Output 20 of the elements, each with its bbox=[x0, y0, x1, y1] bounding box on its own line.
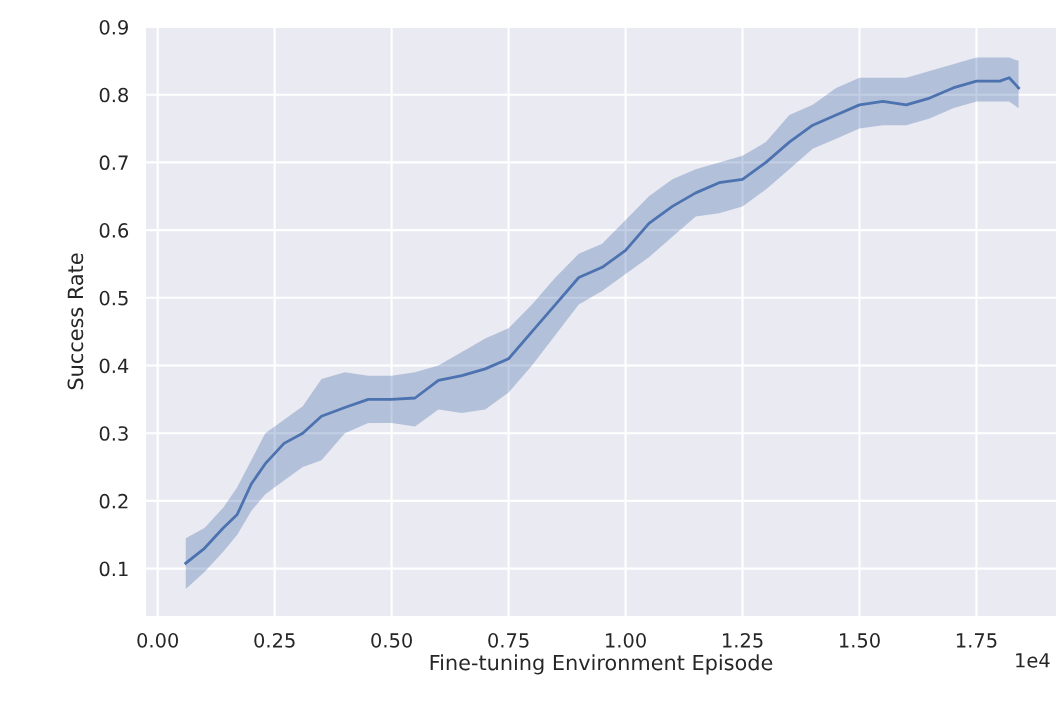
y-tick-label: 0.4 bbox=[99, 358, 129, 374]
x-tick-label: 1.75 bbox=[956, 633, 997, 648]
y-tick-label: 0.7 bbox=[99, 155, 128, 171]
y-axis-title: Success Rate bbox=[67, 253, 84, 390]
x-tick-label: 0.50 bbox=[371, 633, 412, 648]
y-tick-label: 0.3 bbox=[99, 426, 128, 441]
x-tick-label: 0.75 bbox=[488, 633, 529, 648]
y-tick-label: 0.8 bbox=[99, 87, 128, 103]
y-tick-label: 0.1 bbox=[99, 561, 128, 577]
x-axis-title: Fine-tuning Environment Episode bbox=[430, 654, 773, 675]
x-tick-label: 1.50 bbox=[839, 633, 880, 648]
y-tick-label: 0.6 bbox=[99, 223, 129, 238]
y-tick-label: 0.2 bbox=[99, 493, 128, 509]
x-tick-label: 1.00 bbox=[606, 633, 646, 648]
x-tick-label: 0.00 bbox=[137, 633, 179, 648]
y-tick-label: 0.5 bbox=[99, 290, 128, 306]
x-tick-label: 1.25 bbox=[723, 633, 763, 648]
y-tick-label: 0.9 bbox=[99, 19, 128, 35]
x-tick-label: 0.25 bbox=[254, 633, 295, 648]
text: 1e4 bbox=[1016, 653, 1050, 668]
